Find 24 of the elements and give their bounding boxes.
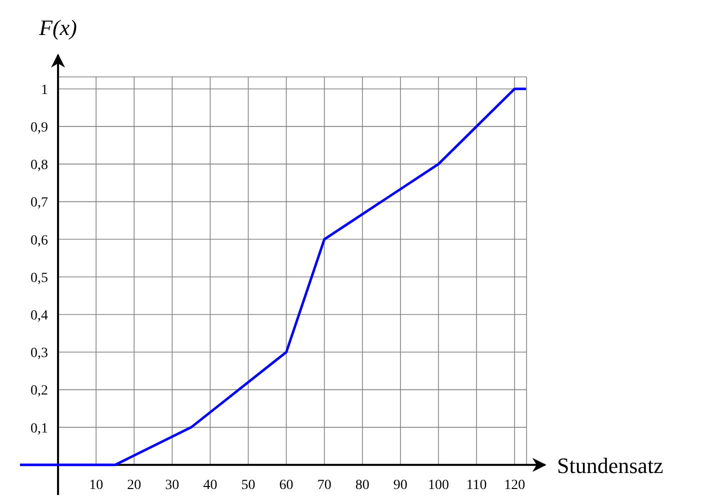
y-tick-label: 0,6 bbox=[30, 233, 48, 248]
x-tick-label: 120 bbox=[504, 478, 526, 493]
x-tick-label: 30 bbox=[165, 478, 180, 493]
y-tick-label: 0,7 bbox=[30, 196, 48, 211]
x-axis-title: Stundensatz bbox=[557, 452, 664, 478]
y-tick-label: 0,2 bbox=[30, 384, 48, 399]
x-tick-label: 80 bbox=[355, 478, 370, 493]
y-tick-label: 0,9 bbox=[30, 120, 48, 136]
y-tick-label: 0,5 bbox=[30, 270, 48, 286]
x-tick-label: 10 bbox=[89, 478, 104, 493]
x-tick-label: 50 bbox=[241, 478, 256, 493]
y-axis-title: F(x) bbox=[38, 15, 77, 40]
x-tick-label: 20 bbox=[127, 478, 142, 493]
y-tick-label: 0,8 bbox=[30, 158, 48, 174]
x-tick-label: 90 bbox=[393, 478, 408, 493]
x-tick-label: 40 bbox=[203, 478, 218, 493]
y-tick-label: 0,3 bbox=[30, 346, 48, 362]
y-tick-label: 0,4 bbox=[30, 308, 48, 324]
x-tick-label: 100 bbox=[428, 478, 449, 493]
y-tick-label: 1 bbox=[41, 82, 48, 98]
y-tick-label: 0,1 bbox=[30, 421, 48, 436]
x-tick-label: 70 bbox=[317, 478, 332, 493]
x-tick-label: 110 bbox=[466, 478, 487, 493]
x-tick-label: 60 bbox=[279, 478, 294, 493]
